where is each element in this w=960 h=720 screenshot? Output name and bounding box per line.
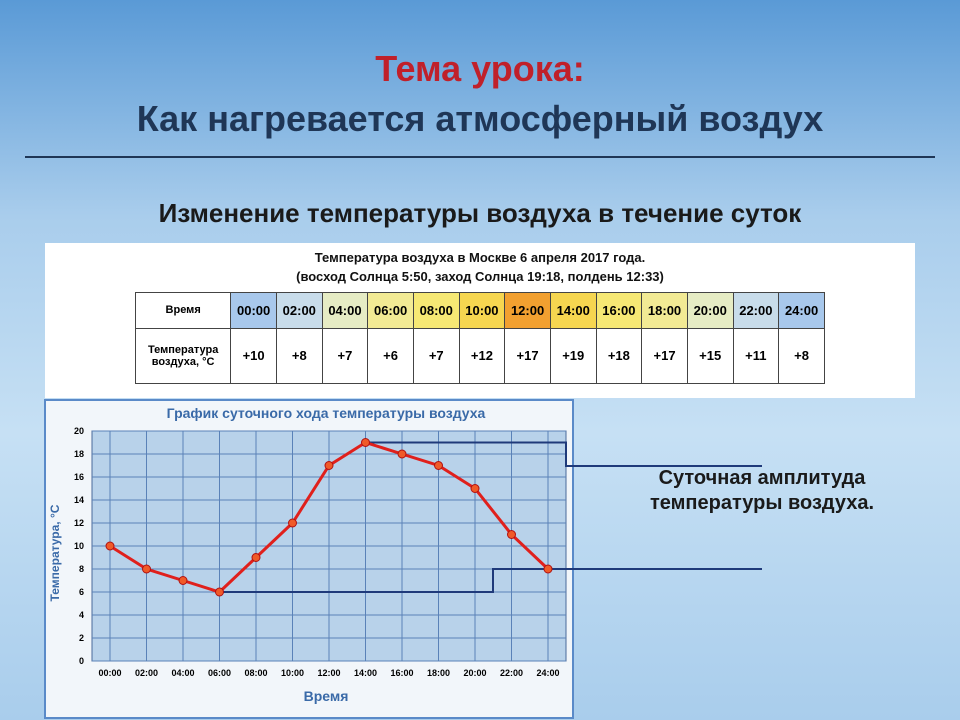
slide-title: Тема урока: xyxy=(375,48,585,89)
y-tick-label: 10 xyxy=(74,541,84,551)
annotation: Суточная амплитуда температуры воздуха. xyxy=(649,467,875,514)
divider xyxy=(25,156,935,158)
x-tick-label: 10:00 xyxy=(281,668,304,678)
x-tick-label: 22:00 xyxy=(500,668,523,678)
y-tick-label: 16 xyxy=(74,472,84,482)
point xyxy=(178,576,188,585)
header-cell: 02:00 xyxy=(275,292,323,329)
chart-title: График суточного хода температуры воздух… xyxy=(167,405,486,421)
header-cell: 06:00 xyxy=(367,292,414,329)
data-cell: +15 xyxy=(686,327,734,384)
point xyxy=(142,564,151,574)
data-cell: +12 xyxy=(458,327,506,384)
point xyxy=(324,461,334,470)
x-tick-label: 02:00 xyxy=(135,668,158,678)
point xyxy=(470,484,480,493)
x-tick-label: 18:00 xyxy=(427,668,450,678)
x-tick-label: 16:00 xyxy=(390,668,413,678)
data-cell: +18 xyxy=(595,327,643,384)
y-tick-label: 6 xyxy=(79,587,84,597)
data-cell: +10 xyxy=(230,327,277,384)
header-cell: 10:00 xyxy=(458,292,506,329)
table-title: Температура воздуха в Москве 6 апреля 20… xyxy=(314,250,646,265)
point xyxy=(543,564,553,574)
y-tick-label: 8 xyxy=(79,564,84,574)
point xyxy=(397,449,407,459)
amplitude-guide xyxy=(219,568,762,593)
data-cell: +17 xyxy=(641,327,688,384)
header-cell: 20:00 xyxy=(686,292,734,329)
header-cell: 00:00 xyxy=(230,292,277,329)
y-tick-label: 18 xyxy=(74,449,84,459)
header-cell: 14:00 xyxy=(549,292,597,329)
y-axis-label: Температура, °C xyxy=(48,504,62,601)
header-cell: 12:00 xyxy=(504,292,551,329)
point xyxy=(251,553,261,562)
y-tick-label: 14 xyxy=(74,495,84,505)
y-tick-label: 4 xyxy=(79,610,84,620)
y-tick-label: 0 xyxy=(79,656,84,666)
header-cell: 16:00 xyxy=(595,292,643,329)
y-tick-label: 12 xyxy=(74,518,84,528)
x-tick-label: 00:00 xyxy=(98,668,121,678)
header-cell: Время xyxy=(134,292,232,329)
header-cell: 22:00 xyxy=(732,292,780,329)
data-cell: +11 xyxy=(732,327,780,384)
subtitle: Изменение температуры воздуха в течение … xyxy=(158,198,802,228)
x-tick-label: 04:00 xyxy=(171,668,194,678)
point xyxy=(288,518,297,528)
data-cell: +8 xyxy=(275,327,323,384)
data-cell: Температура воздуха, °C xyxy=(134,327,232,384)
point xyxy=(507,530,516,539)
point xyxy=(361,438,370,447)
y-tick-label: 2 xyxy=(79,633,84,643)
x-tick-label: 12:00 xyxy=(317,668,340,678)
x-tick-label: 20:00 xyxy=(463,668,486,678)
x-tick-label: 08:00 xyxy=(244,668,267,678)
point xyxy=(215,587,224,597)
data-cell: +6 xyxy=(367,327,414,384)
header-cell: 04:00 xyxy=(321,292,369,329)
x-tick-label: 14:00 xyxy=(354,668,377,678)
y-tick-label: 20 xyxy=(74,426,84,436)
x-axis-label: Время xyxy=(304,688,349,704)
data-cell: +8 xyxy=(778,327,825,384)
header-cell: 24:00 xyxy=(778,292,825,329)
data-cell: +7 xyxy=(321,327,369,384)
data-table: Время 00:00 02:00 04:00 06:00 08:00 10:00 12:00… xyxy=(134,292,825,384)
point xyxy=(105,541,115,551)
table-title: (восход Солнца 5:50, заход Солнца 19:18,… xyxy=(296,269,664,284)
x-tick-label: 06:00 xyxy=(208,668,231,678)
x-tick-label: 24:00 xyxy=(536,668,559,678)
data-cell: +19 xyxy=(549,327,597,384)
amplitude-guide xyxy=(365,441,762,467)
slide-title: Как нагревается атмосферный воздух xyxy=(136,98,824,139)
point xyxy=(434,461,443,470)
